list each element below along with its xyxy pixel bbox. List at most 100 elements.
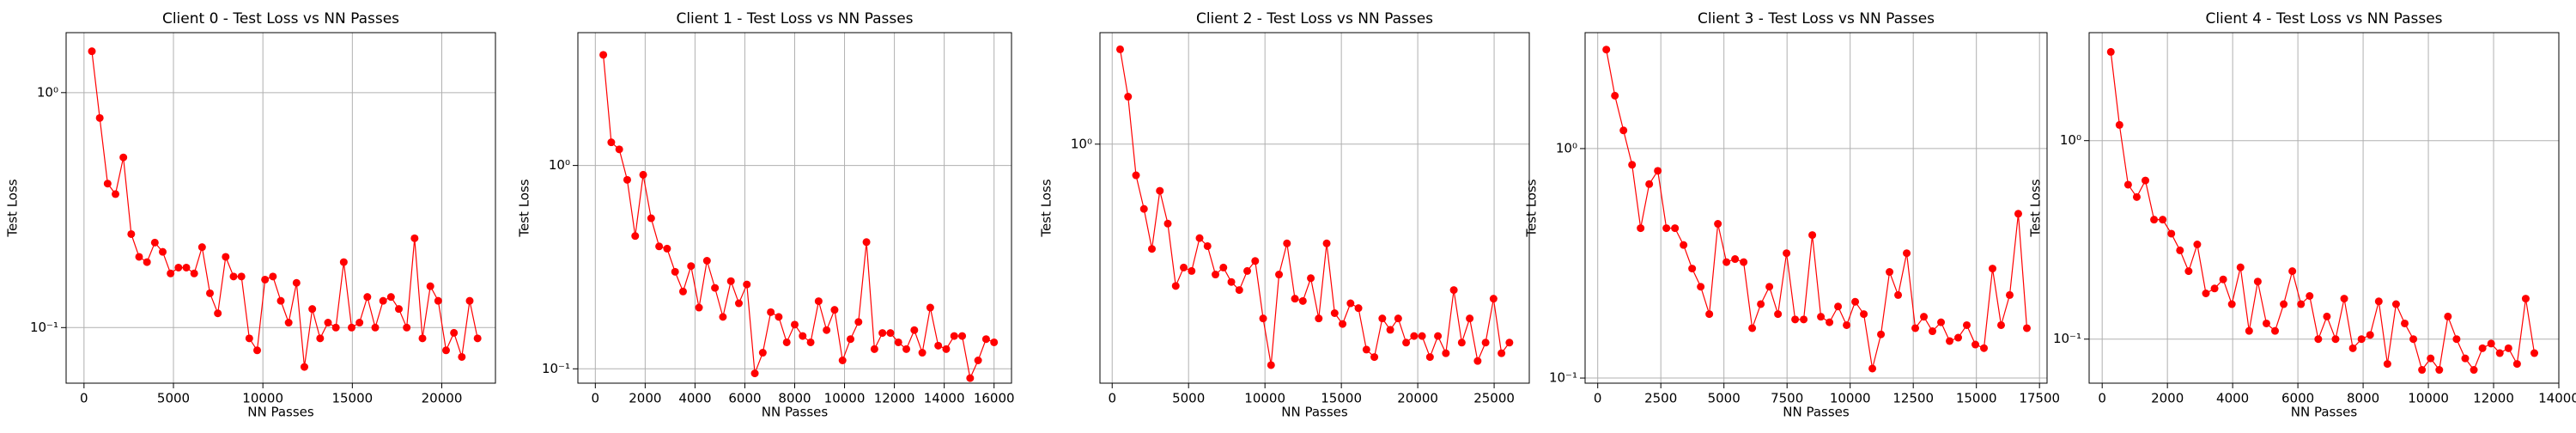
data-point: [1860, 310, 1868, 318]
data-point: [1843, 321, 1850, 329]
data-point: [727, 277, 735, 285]
data-point: [1458, 338, 1466, 346]
data-point: [253, 346, 261, 354]
data-point: [1808, 231, 1816, 239]
data-point: [2133, 193, 2141, 201]
data-point: [1757, 300, 1765, 308]
data-point: [1937, 319, 1945, 326]
data-point: [1299, 297, 1307, 305]
data-point: [2254, 277, 2262, 285]
x-axis-label: NN Passes: [762, 405, 829, 420]
data-point: [442, 346, 450, 354]
y-tick-label: 10⁰: [37, 84, 58, 100]
data-point: [663, 245, 671, 253]
data-point: [1619, 126, 1627, 134]
data-point: [799, 332, 806, 340]
data-point: [1765, 283, 1773, 290]
data-point: [2384, 360, 2391, 368]
data-point: [2271, 327, 2279, 335]
data-point: [791, 320, 799, 328]
data-point: [1387, 326, 1394, 333]
data-point: [2159, 216, 2166, 223]
data-point: [2176, 247, 2184, 254]
chart-title: Client 0 - Test Loss vs NN Passes: [162, 10, 399, 27]
data-point: [1434, 332, 1442, 340]
data-point: [1740, 259, 1747, 266]
data-point: [1989, 265, 1996, 272]
chart-title: Client 3 - Test Loss vs NN Passes: [1698, 10, 1935, 27]
data-point: [1291, 295, 1299, 302]
data-point: [2323, 313, 2330, 320]
data-point: [1628, 161, 1636, 168]
data-point: [1783, 249, 1790, 257]
data-point: [434, 297, 442, 305]
data-point: [1722, 259, 1730, 266]
data-point: [703, 257, 711, 265]
data-point: [679, 288, 687, 296]
y-tick-label: 10⁻¹: [1549, 370, 1577, 386]
data-point: [1243, 267, 1251, 275]
data-point: [2245, 327, 2253, 335]
data-point: [1251, 257, 1259, 265]
data-point: [878, 329, 886, 337]
data-point: [2341, 295, 2348, 302]
data-point: [1505, 338, 1513, 346]
x-tick-label: 0: [2098, 391, 2106, 406]
data-point: [2452, 335, 2460, 343]
data-point: [2023, 324, 2031, 332]
chart-title: Client 1 - Test Loss vs NN Passes: [676, 10, 913, 27]
data-point: [927, 304, 934, 312]
data-point: [839, 357, 847, 364]
data-point: [363, 293, 371, 301]
data-point: [450, 329, 458, 337]
data-point: [2479, 345, 2487, 352]
y-tick-label: 10⁻¹: [30, 320, 58, 335]
x-tick-label: 0: [1594, 391, 1602, 406]
y-tick-label: 10⁰: [1556, 140, 1577, 156]
y-axis-label: Test Loss: [5, 179, 21, 237]
data-point: [1800, 315, 1807, 323]
data-point: [2522, 295, 2530, 302]
data-point: [1378, 314, 1386, 322]
data-point: [1911, 324, 1919, 332]
data-point: [2006, 291, 2014, 299]
x-tick-label: 0: [80, 391, 88, 406]
data-point: [2366, 331, 2374, 338]
data-point: [269, 272, 276, 280]
axes-frame: [66, 33, 495, 383]
data-point: [1410, 332, 1418, 340]
data-point: [2193, 241, 2201, 248]
data-point: [2392, 301, 2400, 308]
data-point: [1680, 241, 1687, 249]
data-point: [230, 272, 238, 280]
data-point: [1473, 357, 1481, 365]
x-tick-label: 10000: [824, 391, 866, 406]
data-point: [325, 319, 332, 326]
data-point: [1877, 331, 1885, 338]
data-point: [1315, 314, 1322, 322]
data-point: [261, 276, 269, 284]
data-point: [1204, 242, 1212, 250]
data-point: [2142, 177, 2149, 185]
data-point: [1212, 271, 1219, 278]
data-line: [1120, 49, 1509, 365]
data-point: [2280, 301, 2287, 308]
data-point: [119, 154, 127, 162]
data-point: [1946, 337, 1953, 345]
data-point: [2124, 180, 2132, 188]
data-point: [2211, 284, 2219, 292]
data-point: [1450, 286, 1458, 294]
data-point: [735, 300, 743, 308]
data-point: [1886, 268, 1893, 276]
data-line: [2111, 52, 2534, 369]
data-point: [815, 297, 823, 305]
data-point: [2496, 350, 2504, 357]
data-point: [2409, 335, 2417, 343]
data-point: [427, 283, 434, 290]
data-point: [2444, 313, 2451, 320]
data-point: [1971, 341, 1979, 349]
data-point: [387, 293, 395, 301]
